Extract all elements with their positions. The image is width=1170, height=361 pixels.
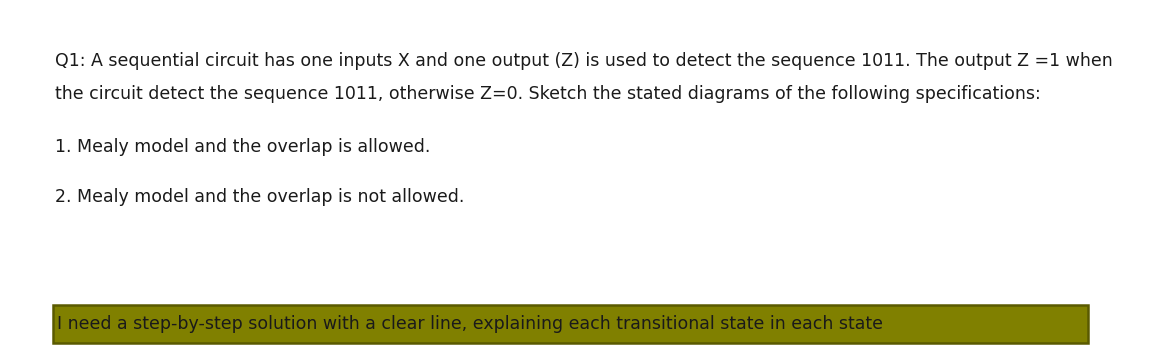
Text: 2. Mealy model and the overlap is not allowed.: 2. Mealy model and the overlap is not al… [55, 188, 464, 206]
Text: Q1: A sequential circuit has one inputs X and one output (Z) is used to detect t: Q1: A sequential circuit has one inputs … [55, 52, 1113, 70]
Text: the circuit detect the sequence 1011, otherwise Z=0. Sketch the stated diagrams : the circuit detect the sequence 1011, ot… [55, 85, 1041, 103]
Bar [53, 305, 1088, 343]
Text: 1. Mealy model and the overlap is allowed.: 1. Mealy model and the overlap is allowe… [55, 138, 431, 156]
Text: I need a step-by-step solution with a clear line, explaining each transitional s: I need a step-by-step solution with a cl… [57, 315, 883, 333]
